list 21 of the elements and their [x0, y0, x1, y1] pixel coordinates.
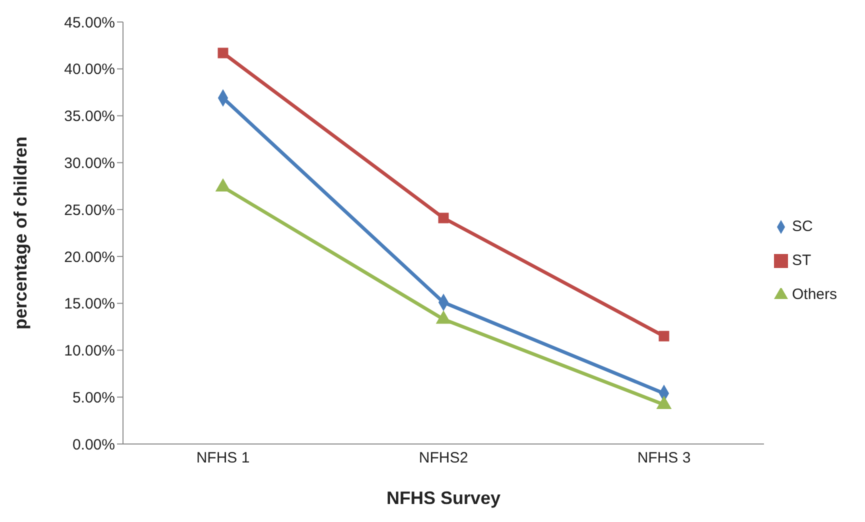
- y-tick-label: 30.00%: [64, 154, 115, 172]
- y-tick-label: 10.00%: [64, 342, 115, 360]
- legend-label: ST: [792, 252, 812, 269]
- point: [218, 48, 228, 58]
- x-tick-label: NFHS 1: [196, 450, 250, 467]
- x-tick-label: NFHS 3: [637, 450, 691, 467]
- y-axis-title: percentage of children: [10, 136, 30, 330]
- x-tick-label: NFHS2: [418, 450, 468, 467]
- y-tick-label: 5.00%: [72, 389, 115, 406]
- y-tick-label: 25.00%: [64, 202, 115, 219]
- y-tick-label: 15.00%: [64, 296, 115, 313]
- y-tick-label: 40.00%: [64, 61, 115, 78]
- y-tick-label: 45.00%: [64, 14, 115, 32]
- y-tick-label: 35.00%: [64, 108, 115, 126]
- legend-label: Others: [792, 286, 837, 303]
- y-tick-label: 20.00%: [64, 248, 115, 266]
- y-tick-label: 0.00%: [72, 436, 115, 454]
- x-axis-title: NFHS Survey: [386, 488, 501, 508]
- legend-label: SC: [792, 218, 813, 235]
- point: [438, 212, 449, 224]
- point: [658, 330, 670, 342]
